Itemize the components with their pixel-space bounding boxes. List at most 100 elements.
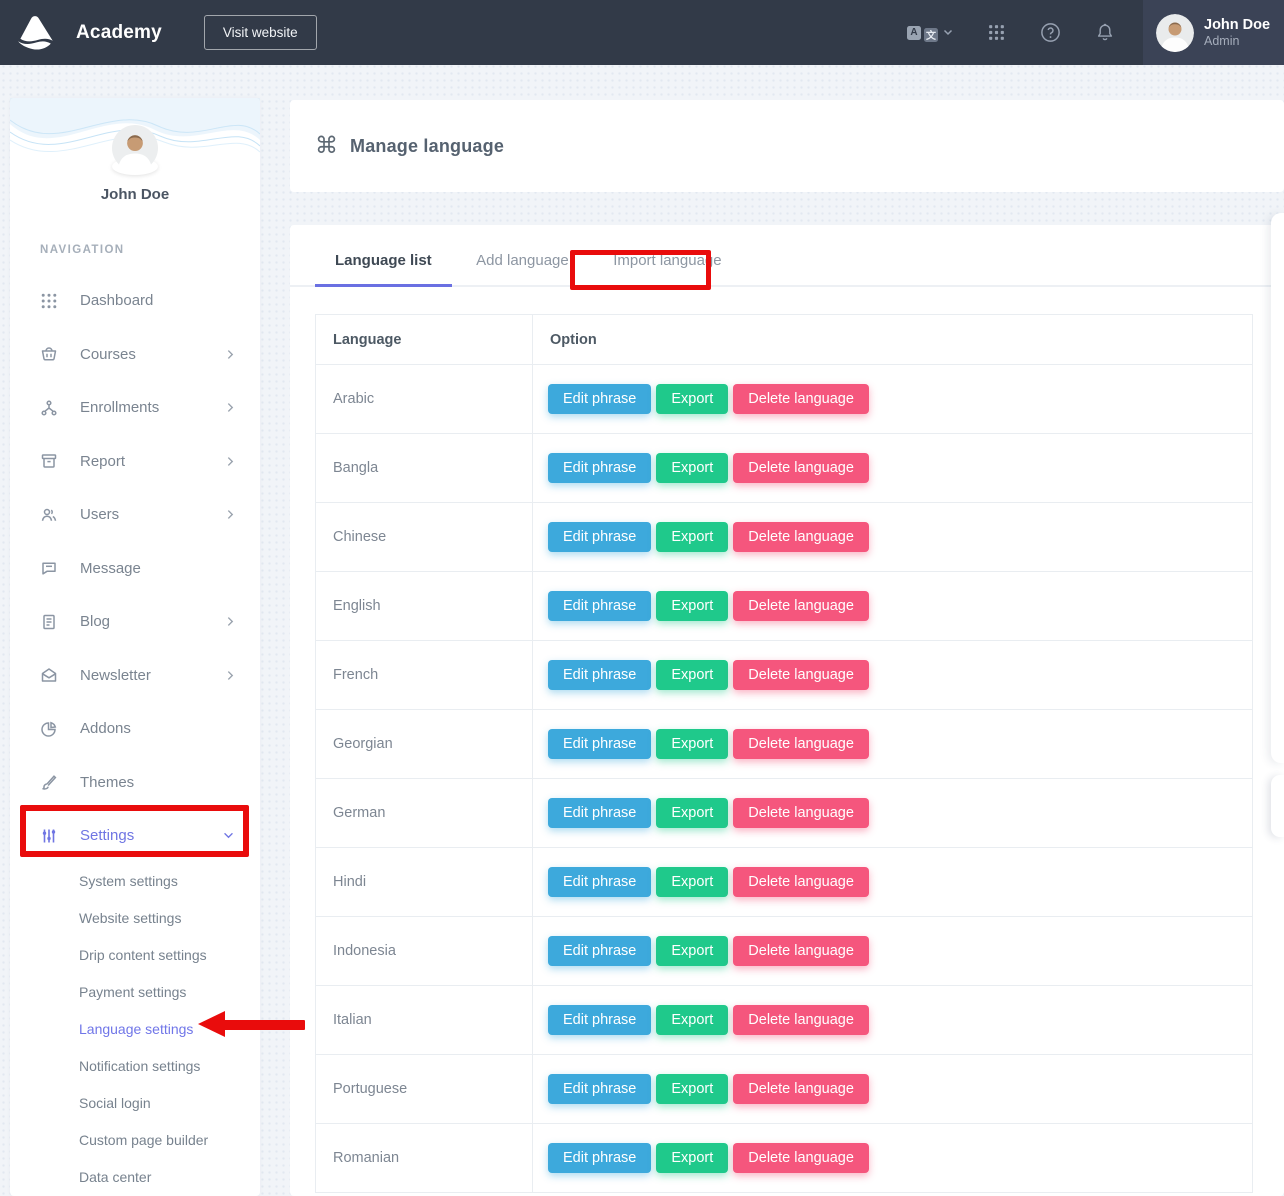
delete-language-button[interactable]: Delete language [733, 1005, 869, 1035]
edit-phrase-button[interactable]: Edit phrase [548, 384, 652, 414]
subitem-data-center[interactable]: Data center [79, 1169, 152, 1185]
edit-phrase-button[interactable]: Edit phrase [548, 729, 652, 759]
user-menu[interactable]: John Doe Admin [1143, 0, 1284, 65]
export-button[interactable]: Export [656, 936, 729, 966]
export-button[interactable]: Export [656, 729, 729, 759]
topbar: Academy Visit website A 文 [0, 0, 1284, 65]
tab-language-list[interactable]: Language list [315, 252, 452, 287]
page-title: Manage language [350, 135, 505, 156]
edit-phrase-button[interactable]: Edit phrase [548, 660, 652, 690]
export-button[interactable]: Export [656, 1143, 729, 1173]
edit-phrase-button[interactable]: Edit phrase [548, 453, 652, 483]
sidebar-item-report[interactable]: Report [10, 435, 260, 489]
sidebar-item-users[interactable]: Users [10, 488, 260, 542]
subitem-social-login[interactable]: Social login [79, 1095, 151, 1111]
page-header: ⌘ Manage language [290, 100, 1284, 192]
profile-avatar[interactable] [112, 125, 158, 175]
export-button[interactable]: Export [656, 453, 729, 483]
export-button[interactable]: Export [656, 1005, 729, 1035]
export-button[interactable]: Export [656, 522, 729, 552]
subitem-system-settings[interactable]: System settings [79, 873, 178, 889]
language-switcher[interactable]: A 文 [907, 24, 953, 42]
themes-brush-icon [40, 773, 58, 791]
edit-phrase-button[interactable]: Edit phrase [548, 591, 652, 621]
sidebar-item-addons[interactable]: Addons [10, 702, 260, 756]
sidebar-item-settings[interactable]: Settings [10, 809, 260, 863]
sidebar-item-newsletter[interactable]: Newsletter [10, 649, 260, 703]
subitem-notification-settings[interactable]: Notification settings [79, 1058, 201, 1074]
delete-language-button[interactable]: Delete language [733, 453, 869, 483]
table-row: German Edit phrase Export Delete language [315, 778, 1253, 848]
language-cell: Arabic [315, 364, 533, 434]
language-cell: German [315, 778, 533, 848]
delete-language-button[interactable]: Delete language [733, 1074, 869, 1104]
export-button[interactable]: Export [656, 660, 729, 690]
delete-language-button[interactable]: Delete language [733, 660, 869, 690]
delete-language-button[interactable]: Delete language [733, 591, 869, 621]
dashboard-grid-icon [40, 292, 58, 310]
content-card: Language list Add language Import langua… [290, 225, 1284, 1196]
language-cell: English [315, 571, 533, 641]
chevron-right-icon [227, 349, 234, 360]
sidebar-profile: John Doe [10, 98, 260, 204]
navigation-section-label: NAVIGATION [40, 244, 125, 256]
subitem-drip-content-settings[interactable]: Drip content settings [79, 947, 207, 963]
brand-title: Academy [76, 21, 162, 43]
delete-language-button[interactable]: Delete language [733, 936, 869, 966]
edit-phrase-button[interactable]: Edit phrase [548, 867, 652, 897]
sidebar-item-dashboard[interactable]: Dashboard [10, 274, 260, 328]
subitem-payment-settings[interactable]: Payment settings [79, 984, 187, 1000]
subitem-website-settings[interactable]: Website settings [79, 910, 182, 926]
chevron-down-icon [223, 832, 234, 839]
subitem-language-settings[interactable]: Language settings [79, 1021, 194, 1037]
edit-phrase-button[interactable]: Edit phrase [548, 1074, 652, 1104]
sidebar-nav: Dashboard Courses Enrollments Report Use… [10, 274, 260, 863]
delete-language-button[interactable]: Delete language [733, 798, 869, 828]
delete-language-button[interactable]: Delete language [733, 384, 869, 414]
delete-language-button[interactable]: Delete language [733, 867, 869, 897]
apps-grid-icon[interactable] [987, 23, 1006, 42]
help-icon[interactable] [1040, 22, 1061, 43]
language-cell: Chinese [315, 502, 533, 572]
sidebar-item-blog[interactable]: Blog [10, 595, 260, 649]
settings-sliders-icon [40, 827, 58, 845]
sidebar-item-courses[interactable]: Courses [10, 328, 260, 382]
translate-icon: A [907, 25, 921, 40]
export-button[interactable]: Export [656, 1074, 729, 1104]
user-role: Admin [1204, 34, 1240, 48]
profile-name: John Doe [100, 186, 170, 203]
language-cell: Portuguese [315, 1054, 533, 1124]
table-row: Italian Edit phrase Export Delete language [315, 985, 1253, 1055]
edit-phrase-button[interactable]: Edit phrase [548, 936, 652, 966]
sidebar-item-enrollments[interactable]: Enrollments [10, 381, 260, 435]
export-button[interactable]: Export [656, 384, 729, 414]
floating-handle[interactable] [1271, 775, 1284, 837]
delete-language-button[interactable]: Delete language [733, 522, 869, 552]
table-row: Arabic Edit phrase Export Delete language [315, 364, 1253, 434]
export-button[interactable]: Export [656, 798, 729, 828]
edit-phrase-button[interactable]: Edit phrase [548, 1143, 652, 1173]
edit-phrase-button[interactable]: Edit phrase [548, 1005, 652, 1035]
sidebar-item-message[interactable]: Message [10, 542, 260, 596]
newsletter-envelope-icon [40, 666, 58, 684]
user-avatar [1156, 13, 1194, 52]
notifications-bell-icon[interactable] [1095, 22, 1115, 43]
table-row: Bangla Edit phrase Export Delete language [315, 433, 1253, 503]
tab-add-language[interactable]: Add language [476, 252, 569, 269]
edit-phrase-button[interactable]: Edit phrase [548, 522, 652, 552]
sidebar-item-themes[interactable]: Themes [10, 756, 260, 810]
delete-language-button[interactable]: Delete language [733, 729, 869, 759]
tab-import-language[interactable]: Import language [613, 252, 722, 269]
subitem-custom-page-builder[interactable]: Custom page builder [79, 1132, 209, 1148]
visit-website-button[interactable]: Visit website [203, 15, 317, 50]
export-button[interactable]: Export [656, 591, 729, 621]
delete-language-button[interactable]: Delete language [733, 1143, 869, 1173]
blog-document-icon [40, 613, 58, 631]
academy-logo[interactable] [12, 11, 58, 55]
sidebar-item-label: Courses [80, 345, 136, 363]
export-button[interactable]: Export [656, 867, 729, 897]
language-cell: Hindi [315, 847, 533, 917]
edit-phrase-button[interactable]: Edit phrase [548, 798, 652, 828]
chevron-right-icon [227, 670, 234, 681]
